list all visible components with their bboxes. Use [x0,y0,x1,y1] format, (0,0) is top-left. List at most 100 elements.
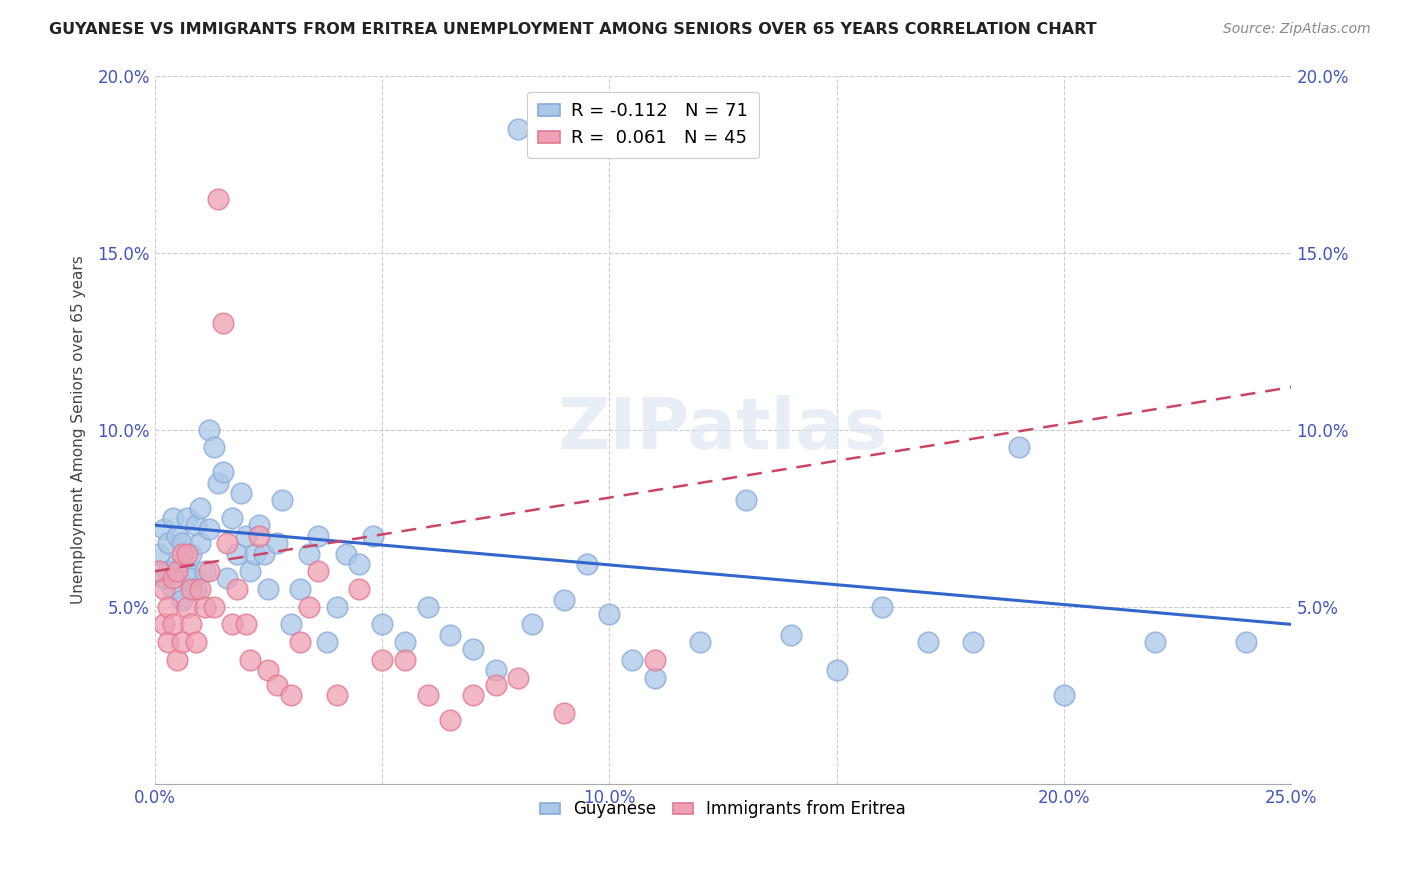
Point [198,564,221,578]
Point [194,599,217,614]
Text: ZIPatlas: ZIPatlas [558,395,889,464]
Point [644,653,666,667]
Point [266,677,288,691]
Point [598,607,620,621]
Point [207,193,229,207]
Point [212,465,235,479]
Point [825,664,848,678]
Point [184,518,207,533]
Point [371,617,394,632]
Point [225,582,247,596]
Point [176,511,198,525]
Point [257,582,280,596]
Point [217,571,239,585]
Point [416,599,439,614]
Point [166,653,188,667]
Point [170,547,193,561]
Point [170,635,193,649]
Point [1053,688,1076,702]
Point [416,688,439,702]
Point [298,547,321,561]
Point [1007,440,1029,454]
Point [1234,635,1257,649]
Legend: Guyanese, Immigrants from Eritrea: Guyanese, Immigrants from Eritrea [533,794,912,825]
Point [180,617,202,632]
Point [917,635,939,649]
Point [271,493,294,508]
Point [461,688,484,702]
Point [217,536,239,550]
Point [239,564,262,578]
Point [162,617,184,632]
Point [180,582,202,596]
Point [325,688,347,702]
Point [153,617,176,632]
Point [325,599,347,614]
Point [520,617,543,632]
Point [180,571,202,585]
Point [202,440,225,454]
Point [644,671,666,685]
Point [176,564,198,578]
Point [307,529,329,543]
Point [235,529,257,543]
Point [290,635,312,649]
Point [157,536,180,550]
Point [221,617,243,632]
Point [188,500,211,515]
Point [257,664,280,678]
Point [485,677,508,691]
Point [221,511,243,525]
Point [575,557,598,571]
Point [780,628,803,642]
Point [166,529,188,543]
Point [307,564,329,578]
Point [335,547,357,561]
Point [689,635,711,649]
Point [148,547,170,561]
Point [280,688,302,702]
Point [162,582,184,596]
Point [239,653,262,667]
Point [212,317,235,331]
Point [188,582,211,596]
Point [870,599,893,614]
Point [316,635,339,649]
Point [530,103,553,118]
Point [439,628,461,642]
Text: Source: ZipAtlas.com: Source: ZipAtlas.com [1223,22,1371,37]
Point [1144,635,1167,649]
Point [243,547,266,561]
Point [621,653,644,667]
Point [176,599,198,614]
Point [298,599,321,614]
Point [229,486,252,500]
Point [202,599,225,614]
Point [280,617,302,632]
Point [148,564,170,578]
Point [162,571,184,585]
Point [253,547,276,561]
Point [180,547,202,561]
Point [734,493,756,508]
Point [235,617,257,632]
Point [207,475,229,490]
Point [157,635,180,649]
Point [349,582,371,596]
Point [176,547,198,561]
Point [247,529,270,543]
Point [225,547,247,561]
Point [394,653,416,667]
Point [184,635,207,649]
Point [198,522,221,536]
Point [508,121,530,136]
Point [439,713,461,727]
Point [162,511,184,525]
Point [290,582,312,596]
Point [962,635,984,649]
Point [553,706,575,720]
Point [461,642,484,657]
Point [153,522,176,536]
Point [153,582,176,596]
Point [170,592,193,607]
